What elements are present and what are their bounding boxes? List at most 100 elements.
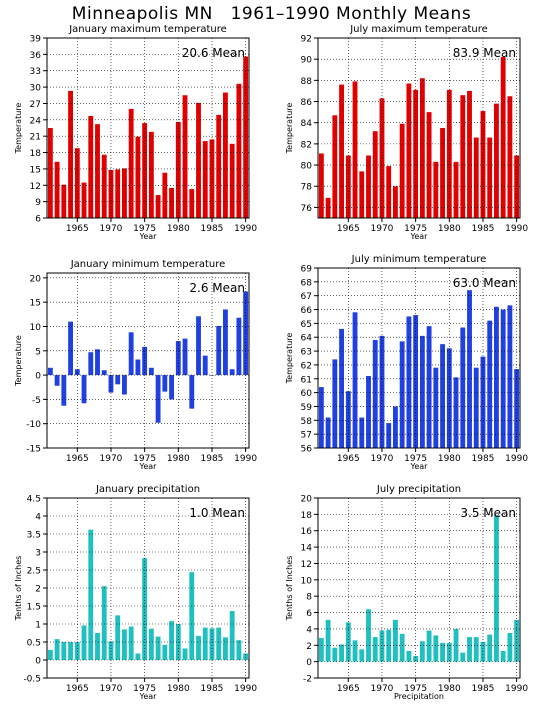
y-axis-label: Tenths of Inches — [14, 556, 23, 622]
bar — [507, 305, 513, 448]
bar — [122, 168, 127, 218]
bar — [473, 137, 479, 218]
x-tick-label: 1980 — [167, 224, 190, 234]
bar — [162, 172, 168, 218]
plot-frame — [317, 37, 521, 219]
bar — [419, 641, 425, 662]
bar — [325, 417, 331, 448]
bar — [366, 376, 371, 448]
bar — [81, 375, 87, 404]
bar — [386, 423, 392, 448]
y-tick-label: 39 — [30, 35, 42, 45]
x-axis-label: Year — [139, 462, 158, 471]
bar — [500, 57, 506, 219]
y-tick-label: 1 — [35, 621, 41, 631]
plot-frame — [317, 267, 521, 449]
bar — [61, 375, 67, 406]
chart-panel-5: -0.5 0 0.5 1 1.5 2 2.5 3 3.5 4 4.5 1965 1970 1975 1980… — [14, 484, 257, 701]
x-tick-label: 1970 — [371, 684, 394, 694]
bar — [345, 622, 351, 662]
bar — [467, 90, 472, 218]
x-tick-label: 1990 — [234, 684, 257, 694]
y-tick-label: 4 — [35, 513, 41, 523]
bar — [88, 352, 94, 376]
bar — [426, 630, 432, 662]
bar — [202, 627, 208, 660]
y-tick-label: 15 — [30, 299, 41, 309]
bar — [460, 327, 466, 448]
bar — [332, 647, 338, 662]
bar — [236, 317, 242, 376]
bar — [209, 628, 215, 660]
bar — [325, 197, 331, 218]
bar — [413, 655, 419, 662]
x-tick-label: 1975 — [404, 684, 427, 694]
x-tick-label: 1980 — [167, 454, 190, 464]
x-tick-label: 1980 — [438, 454, 461, 464]
bar — [175, 341, 181, 376]
bar — [487, 320, 493, 448]
bar — [54, 161, 60, 218]
bar — [399, 341, 405, 448]
bar — [243, 653, 249, 660]
y-tick-label: 65 — [301, 320, 312, 330]
y-tick-label: 4.5 — [27, 495, 41, 505]
y-tick-label: 2.5 — [27, 567, 41, 577]
bar — [47, 128, 53, 218]
x-axis-label: Precipitation — [394, 692, 444, 701]
x-tick-label: 1985 — [472, 224, 495, 234]
bar — [135, 359, 141, 376]
y-tick-label: 3.5 — [27, 531, 41, 541]
bar — [229, 369, 235, 376]
bar — [95, 633, 100, 660]
bar — [406, 651, 412, 662]
y-tick-label: 56 — [301, 445, 313, 455]
y-tick-label: 63 — [301, 348, 312, 358]
x-axis-label: Year — [410, 462, 429, 471]
bar — [372, 340, 378, 448]
y-tick-label: 1.5 — [27, 603, 41, 613]
bar — [189, 189, 195, 218]
bar — [182, 648, 188, 660]
mean-annotation: 1.0 Mean — [189, 506, 245, 520]
bar — [88, 529, 94, 660]
chart-panel-4: 56 57 58 59 60 61 62 63 64 65 66 67 68 69 1965 1970 1975… — [285, 254, 528, 471]
bar — [440, 128, 445, 218]
bar — [399, 123, 405, 218]
bar — [413, 315, 419, 448]
bar — [128, 108, 134, 218]
y-tick-label: 69 — [301, 265, 313, 275]
bar — [514, 369, 520, 448]
y-tick-label: 12 — [301, 560, 312, 570]
bar — [88, 116, 94, 218]
bar — [366, 155, 371, 218]
x-tick-label: 1975 — [133, 454, 156, 464]
chart-panel-6: -2 0 2 4 6 8 10 12 14 16 18 20 1965 1970 1975 1980 1985 1… — [285, 484, 528, 701]
mean-annotation: 63.0 Mean — [453, 276, 516, 290]
bar — [122, 375, 127, 395]
bar — [460, 652, 466, 662]
bar — [318, 637, 324, 662]
chart-title: January minimum temperature — [70, 259, 226, 270]
x-tick-label: 1985 — [201, 684, 224, 694]
bar — [386, 629, 392, 662]
bar — [61, 184, 67, 218]
bar — [115, 375, 121, 385]
y-tick-label: 14 — [301, 544, 313, 554]
bar — [413, 89, 419, 218]
x-tick-label: 1970 — [100, 684, 123, 694]
bar — [487, 634, 493, 662]
plot-frame — [46, 272, 250, 449]
bar — [148, 628, 154, 660]
y-tick-label: 0 — [306, 658, 312, 668]
x-axis-label: Year — [410, 232, 429, 241]
bar — [446, 348, 452, 448]
bar — [406, 83, 412, 218]
y-tick-label: 3 — [35, 549, 41, 559]
y-tick-label: 36 — [30, 51, 42, 61]
x-tick-label: 1985 — [201, 224, 224, 234]
y-tick-label: 18 — [30, 149, 42, 159]
x-tick-label: 1990 — [505, 224, 528, 234]
bar — [229, 143, 235, 218]
